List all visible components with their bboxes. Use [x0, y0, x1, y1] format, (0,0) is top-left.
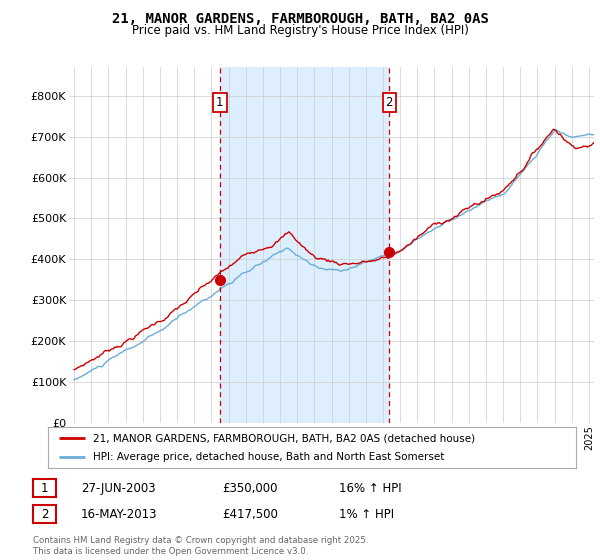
Text: 16% ↑ HPI: 16% ↑ HPI — [339, 482, 401, 495]
Text: 1% ↑ HPI: 1% ↑ HPI — [339, 507, 394, 521]
Text: 2: 2 — [386, 96, 393, 109]
Text: 2: 2 — [41, 507, 48, 521]
Text: Contains HM Land Registry data © Crown copyright and database right 2025.
This d: Contains HM Land Registry data © Crown c… — [33, 536, 368, 556]
Text: 1: 1 — [216, 96, 224, 109]
Text: 21, MANOR GARDENS, FARMBOROUGH, BATH, BA2 0AS: 21, MANOR GARDENS, FARMBOROUGH, BATH, BA… — [112, 12, 488, 26]
Text: Price paid vs. HM Land Registry's House Price Index (HPI): Price paid vs. HM Land Registry's House … — [131, 24, 469, 36]
Text: £350,000: £350,000 — [222, 482, 277, 495]
Bar — [220, 67, 389, 423]
Text: HPI: Average price, detached house, Bath and North East Somerset: HPI: Average price, detached house, Bath… — [93, 452, 444, 461]
Text: 16-MAY-2013: 16-MAY-2013 — [81, 507, 157, 521]
Text: £417,500: £417,500 — [222, 507, 278, 521]
Text: 1: 1 — [41, 482, 48, 495]
Text: 27-JUN-2003: 27-JUN-2003 — [81, 482, 155, 495]
Text: 21, MANOR GARDENS, FARMBOROUGH, BATH, BA2 0AS (detached house): 21, MANOR GARDENS, FARMBOROUGH, BATH, BA… — [93, 433, 475, 443]
